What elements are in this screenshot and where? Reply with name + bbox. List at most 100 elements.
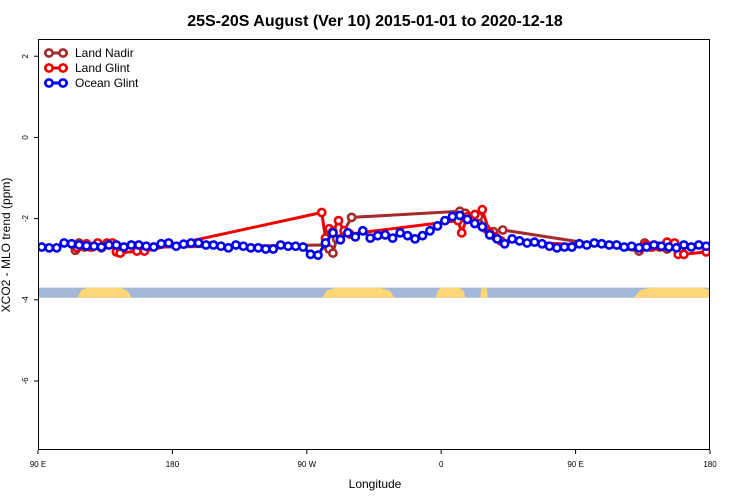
data-point [701,241,710,252]
data-point [283,241,294,252]
data-point [469,218,480,229]
data-point [298,242,308,252]
data-point [216,241,226,252]
legend-swatch-marker [58,48,68,58]
data-point [581,240,592,250]
data-point [148,242,159,252]
x-tick-label: 180 [703,460,717,469]
data-point [96,242,107,252]
legend-item: Land Nadir [44,46,134,60]
data-point [708,240,710,247]
x-tick-label: 90 W [297,460,316,469]
data-point [342,227,353,238]
data-point [126,240,137,250]
data-point [611,240,622,250]
y-tick-label: 2 [21,53,30,58]
data-point [447,211,458,222]
chart-title: 25S-20S August (Ver 10) 2015-01-01 to 20… [187,13,563,30]
data-point [118,242,129,252]
data-point [335,234,346,245]
data-point [38,242,47,252]
legend-swatch-marker [44,78,54,88]
data-point [163,238,174,248]
data-point [456,227,467,238]
data-point [357,225,368,236]
legend-item: Ocean Glint [44,76,139,90]
land-segment-1 [321,287,395,298]
data-point [380,229,391,240]
data-point [320,238,331,248]
data-point [238,241,249,252]
land-ocean-band [38,287,710,298]
data-point [477,204,488,215]
data-point [402,230,413,241]
legend-swatch-marker [44,63,54,73]
data-point [346,212,357,223]
data-point [328,248,338,259]
plot-frame [38,39,710,450]
data-point [193,238,204,248]
y-tick-label: -4 [21,296,30,304]
x-tick-label: 90 E [30,460,46,469]
data-point [574,238,585,249]
data-point [432,221,443,231]
data-point [171,241,182,252]
y-tick-label: -6 [21,377,30,385]
data-point [104,240,114,250]
legend-item: Land Glint [44,61,130,75]
land-segment-3 [480,287,488,298]
series-ocean-glint [38,210,710,261]
data-point [387,233,398,243]
data-point [253,242,264,253]
data-point [223,242,234,253]
data-point [410,234,420,244]
x-tick-label: 180 [166,460,180,469]
y-tick-label: -2 [21,215,30,223]
data-point [333,215,344,226]
x-axis-label: Longitude [349,477,402,491]
data-point [514,236,525,246]
data-point [208,240,219,250]
data-point [81,240,92,251]
data-point [552,242,562,253]
data-point [477,221,488,232]
legend-label: Land Nadir [75,46,134,60]
data-point [260,244,271,254]
data-point [656,241,667,252]
plot-content [38,204,710,298]
data-point [497,225,508,235]
data-point [686,242,697,252]
land-segment-2 [435,287,466,298]
data-point [566,242,577,252]
data-point [634,242,644,253]
data-point [596,238,607,249]
data-point [641,242,652,252]
data-point [559,242,570,252]
data-point [350,231,361,242]
data-point [484,229,495,240]
legend-swatch-marker [44,48,54,58]
data-point [51,242,62,253]
legend-label: Ocean Glint [75,76,139,90]
data-point [589,238,600,248]
data-point [499,238,510,249]
data-point [425,225,435,236]
data-point [365,233,376,243]
data-point [604,240,615,250]
y-axis: 2 0 -2 -4 -6 [21,53,38,385]
legend-swatch-marker [58,78,68,88]
data-point [268,244,279,254]
x-axis: 90 E 180 90 W 0 90 E 180 [30,450,717,469]
data-point [111,240,122,250]
data-point [507,234,518,244]
data-point [417,230,428,241]
data-point [275,240,286,250]
data-point [678,240,689,250]
data-point [245,242,256,253]
data-point [619,242,630,252]
data-point [141,241,152,252]
y-axis-label: XCO2 - MLO trend (ppm) [0,178,13,313]
plot-area [38,204,710,298]
data-point [59,238,70,248]
data-point [395,227,406,238]
